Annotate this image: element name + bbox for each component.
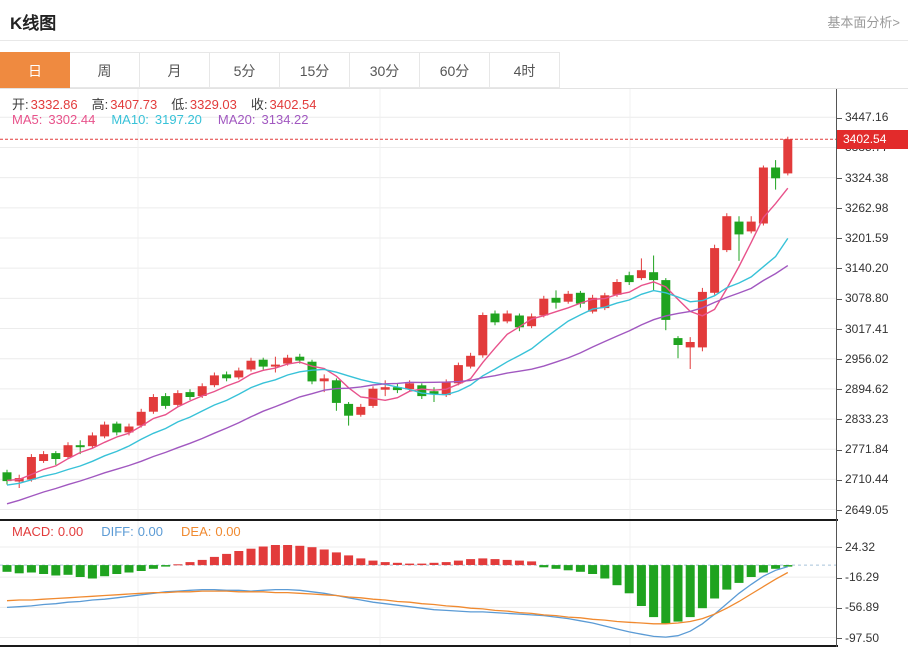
period-tab-6[interactable]: 30分 xyxy=(350,52,420,88)
price-tick-label: 2956.02 xyxy=(837,351,888,367)
price-tick-label: 2771.84 xyxy=(837,441,888,457)
fundamental-analysis-link[interactable]: 基本面分析> xyxy=(827,15,900,30)
macd-tick-label: -56.89 xyxy=(837,599,879,615)
price-axis: 3447.163385.773324.383262.983201.593140.… xyxy=(837,89,908,521)
price-tick-label: 3201.59 xyxy=(837,230,888,246)
period-tab-3[interactable]: 月 xyxy=(140,52,210,88)
price-tick-label: 2649.05 xyxy=(837,502,888,518)
period-tab-2[interactable]: 周 xyxy=(70,52,140,88)
current-price-tag: 3402.54 xyxy=(837,130,908,149)
pane-divider-bottom xyxy=(0,645,838,647)
candlestick-plot[interactable] xyxy=(0,89,836,521)
period-tab-7[interactable]: 60分 xyxy=(420,52,490,88)
period-tab-1[interactable]: 日 xyxy=(0,52,70,88)
price-tick-label: 3140.20 xyxy=(837,260,888,276)
price-axis-line xyxy=(836,89,837,647)
price-tick-label: 2710.44 xyxy=(837,471,888,487)
page-header: K线图 基本面分析> xyxy=(0,0,908,41)
price-tick-label: 2833.23 xyxy=(837,411,888,427)
price-tick-label: 3447.16 xyxy=(837,109,888,125)
price-tick-label: 3078.80 xyxy=(837,290,888,306)
price-tick-label: 3017.41 xyxy=(837,321,888,337)
page-title: K线图 xyxy=(10,14,57,33)
pane-divider-top xyxy=(0,519,838,521)
macd-tick-label: 24.32 xyxy=(837,539,875,555)
price-tick-label: 3262.98 xyxy=(837,200,888,216)
period-tab-8[interactable]: 4时 xyxy=(490,52,560,88)
period-tab-5[interactable]: 15分 xyxy=(280,52,350,88)
macd-tick-label: -97.50 xyxy=(837,630,879,646)
macd-axis: 24.32 -16.29 -56.89 -97.50 xyxy=(837,521,908,647)
period-tabs: 日周月 5分 15分 30分 60分 4时 xyxy=(0,52,908,89)
price-tick-label: 3324.38 xyxy=(837,170,888,186)
macd-plot[interactable] xyxy=(0,521,836,647)
period-tab-4[interactable]: 5分 xyxy=(210,52,280,88)
macd-tick-label: -16.29 xyxy=(837,569,879,585)
price-tick-label: 2894.62 xyxy=(837,381,888,397)
